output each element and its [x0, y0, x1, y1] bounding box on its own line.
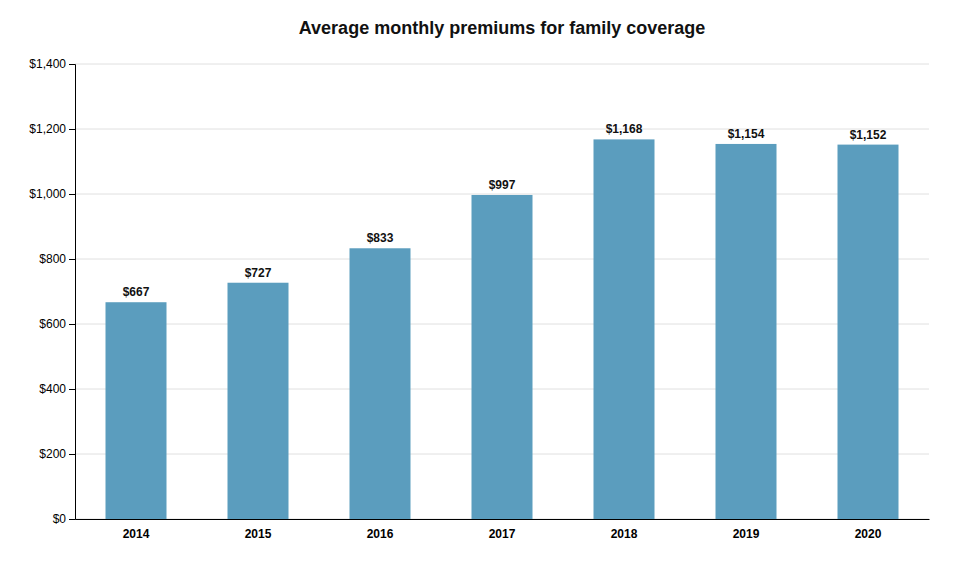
- data-label: $1,168: [606, 122, 643, 136]
- data-label: $1,152: [850, 128, 887, 142]
- bars: [106, 139, 899, 519]
- x-tick-label: 2014: [123, 527, 150, 541]
- x-axis: 2014 2015 2016 2017 2018 2019 2020: [76, 520, 930, 541]
- x-tick-label: 2015: [245, 527, 272, 541]
- x-tick: 2018: [611, 527, 638, 541]
- data-label: $1,154: [728, 127, 765, 141]
- y-tick-mark: [69, 324, 75, 325]
- data-label: $667: [123, 285, 150, 299]
- y-tick: $1,000: [29, 187, 75, 201]
- y-tick: $1,400: [29, 57, 75, 71]
- y-tick-mark: [69, 454, 75, 455]
- bar: [716, 144, 777, 519]
- grid-line: [75, 64, 929, 65]
- chart: $0 $200 $400 $600 $800 $1,000 $1,200 $1,400 2014…: [0, 0, 959, 569]
- y-tick: $400: [39, 382, 75, 396]
- x-tick: 2014: [123, 527, 150, 541]
- y-tick: $1,200: [29, 122, 75, 136]
- grid-line: [75, 129, 929, 130]
- bar: [106, 302, 167, 519]
- y-tick-mark: [69, 194, 75, 195]
- x-tick: 2019: [733, 527, 760, 541]
- y-axis-line: [69, 65, 76, 520]
- title: Average monthly premiums for family cove…: [299, 18, 705, 38]
- y-tick-mark: [69, 389, 75, 390]
- y-tick-mark: [69, 519, 75, 520]
- y-tick-mark: [69, 129, 75, 130]
- x-tick-label: 2017: [489, 527, 516, 541]
- y-tick-label: $400: [39, 382, 66, 396]
- x-tick-label: 2020: [855, 527, 882, 541]
- x-tick-label: 2019: [733, 527, 760, 541]
- x-tick: 2020: [855, 527, 882, 541]
- y-tick-label: $1,200: [29, 122, 66, 136]
- grid: [75, 64, 929, 519]
- x-tick-label: 2018: [611, 527, 638, 541]
- bar: [838, 145, 899, 519]
- y-tick-label: $0: [53, 512, 67, 526]
- y-tick: $800: [39, 252, 75, 266]
- data-label: $833: [367, 231, 394, 245]
- bar: [350, 248, 411, 519]
- data-labels: $667 $727 $833 $997 $1,168 $1,154 $1,152: [123, 122, 887, 299]
- y-tick-mark: [69, 259, 75, 260]
- y-tick: $200: [39, 447, 75, 461]
- bar: [228, 283, 289, 519]
- y-tick-label: $200: [39, 447, 66, 461]
- y-tick: $0: [53, 512, 75, 526]
- y-tick-label: $1,400: [29, 57, 66, 71]
- y-tick-label: $600: [39, 317, 66, 331]
- x-tick: 2015: [245, 527, 272, 541]
- grid-line: [75, 194, 929, 195]
- y-tick-label: $800: [39, 252, 66, 266]
- data-label: $727: [245, 266, 272, 280]
- x-tick: 2016: [367, 527, 394, 541]
- y-tick: $600: [39, 317, 75, 331]
- x-tick: 2017: [489, 527, 516, 541]
- data-label: $997: [489, 178, 516, 192]
- bar: [594, 139, 655, 519]
- x-axis-line: [76, 519, 930, 520]
- x-tick-label: 2016: [367, 527, 394, 541]
- plot: $0 $200 $400 $600 $800 $1,000 $1,200 $1,400 2014…: [29, 57, 929, 540]
- y-tick-mark: [69, 64, 75, 65]
- y-axis: $0 $200 $400 $600 $800 $1,000 $1,200 $1,400: [29, 57, 75, 526]
- y-tick-label: $1,000: [29, 187, 66, 201]
- bar: [472, 195, 533, 519]
